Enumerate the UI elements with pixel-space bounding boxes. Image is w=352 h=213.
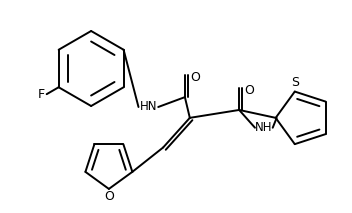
Text: O: O (190, 71, 200, 84)
Text: S: S (291, 76, 299, 89)
Text: O: O (104, 190, 114, 203)
Text: NH: NH (255, 121, 272, 134)
Text: F: F (38, 88, 45, 101)
Text: O: O (244, 84, 254, 97)
Text: HN: HN (140, 101, 157, 114)
